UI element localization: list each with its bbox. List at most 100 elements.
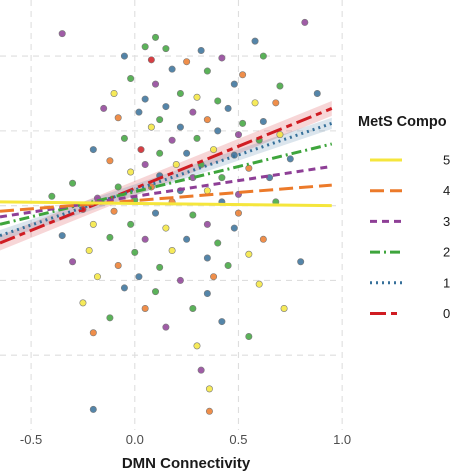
data-point — [210, 146, 218, 154]
data-point — [114, 261, 122, 269]
data-point — [176, 123, 184, 131]
data-point — [106, 233, 114, 241]
data-point — [172, 161, 180, 169]
data-point — [176, 89, 184, 97]
data-point — [234, 131, 242, 139]
legend: MetS Compo 5 4 3 2 1 0 — [358, 114, 450, 321]
legend-label-2: 2 — [443, 245, 450, 260]
data-point — [230, 224, 238, 232]
data-point — [183, 235, 191, 243]
legend-label-3: 3 — [443, 214, 450, 229]
data-point — [224, 104, 232, 112]
data-point — [162, 224, 170, 232]
data-point — [89, 220, 97, 228]
data-point — [218, 318, 226, 326]
data-point — [162, 323, 170, 331]
data-point — [127, 220, 135, 228]
data-point — [245, 250, 253, 258]
regression-line-1 — [0, 121, 333, 237]
data-point — [189, 304, 197, 312]
data-point — [259, 52, 267, 60]
data-point — [89, 146, 97, 154]
data-point — [239, 119, 247, 127]
data-point — [197, 366, 205, 374]
data-point — [137, 146, 145, 154]
data-point — [48, 192, 56, 200]
data-point — [168, 136, 176, 144]
data-point — [183, 149, 191, 157]
data-point — [162, 103, 170, 111]
x-tick-label: 1.0 — [333, 432, 351, 447]
data-point — [110, 207, 118, 215]
data-point — [156, 263, 164, 271]
data-point — [214, 127, 222, 135]
x-axis-ticks: -0.5 0.0 0.5 1.0 — [20, 432, 351, 447]
data-point — [120, 134, 128, 142]
data-point — [239, 71, 247, 79]
regression-line-3 — [0, 164, 333, 219]
data-point — [203, 67, 211, 75]
data-point — [245, 164, 253, 172]
data-point — [210, 273, 218, 281]
data-point — [89, 405, 97, 413]
data-point — [152, 33, 160, 41]
data-point — [120, 52, 128, 60]
data-point — [100, 104, 108, 112]
data-point — [69, 179, 77, 187]
data-point — [259, 118, 267, 126]
data-point — [127, 75, 135, 83]
x-axis-title: DMN Connectivity — [122, 455, 251, 472]
regression-line-0 — [0, 107, 333, 245]
data-point — [141, 304, 149, 312]
data-point — [203, 290, 211, 298]
legend-label-4: 4 — [443, 183, 450, 198]
data-point — [193, 134, 201, 142]
regression-line-2 — [0, 142, 333, 226]
data-point — [276, 131, 284, 139]
data-point — [156, 116, 164, 124]
data-point — [135, 108, 143, 116]
data-point — [203, 254, 211, 262]
data-point — [58, 30, 66, 38]
data-point — [245, 333, 253, 341]
data-point — [218, 54, 226, 62]
data-point — [147, 123, 155, 131]
legend-title: MetS Compo — [358, 114, 447, 130]
data-point — [301, 18, 309, 26]
data-point — [176, 276, 184, 284]
data-point — [189, 211, 197, 219]
regression-line-5 — [0, 200, 332, 208]
data-point — [193, 93, 201, 101]
data-point — [141, 43, 149, 51]
data-point — [85, 247, 93, 255]
data-point — [162, 45, 170, 53]
legend-label-0: 0 — [443, 306, 450, 321]
data-point — [147, 56, 155, 64]
regression-line-4 — [0, 183, 332, 213]
grid-lines — [0, 0, 343, 430]
data-point — [156, 149, 164, 157]
data-point — [120, 284, 128, 292]
data-point — [110, 89, 118, 97]
data-point — [114, 183, 122, 191]
data-point — [297, 258, 305, 266]
x-tick-label: 0.5 — [229, 432, 247, 447]
data-point — [127, 168, 135, 176]
data-point — [280, 304, 288, 312]
data-point — [93, 273, 101, 281]
data-point — [193, 342, 201, 350]
data-point — [251, 37, 259, 45]
data-point — [276, 82, 284, 90]
data-point — [203, 187, 211, 195]
data-point — [203, 116, 211, 124]
data-point — [168, 247, 176, 255]
data-point — [135, 273, 143, 281]
data-point — [313, 89, 321, 97]
data-point — [203, 220, 211, 228]
data-point — [272, 99, 280, 107]
data-point — [106, 157, 114, 165]
data-point — [141, 161, 149, 169]
data-points — [48, 18, 321, 415]
data-point — [205, 385, 213, 393]
